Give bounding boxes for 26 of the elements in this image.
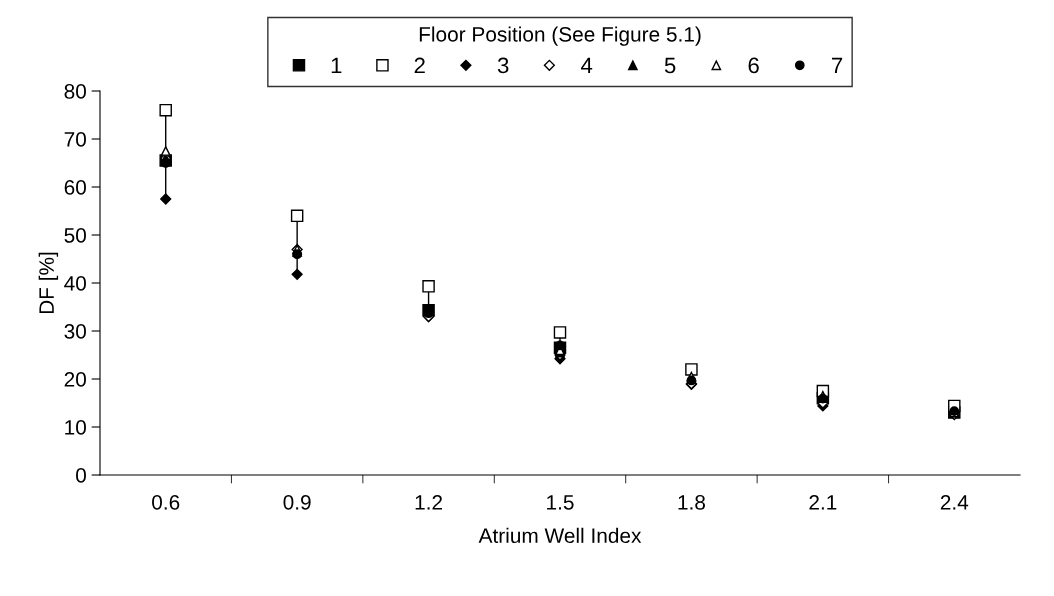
y-tick-label: 40 (64, 276, 86, 291)
x-tick-label: 0.6 (152, 494, 180, 510)
legend-label: 1 (331, 57, 342, 74)
x-tick-label: 1.2 (415, 494, 443, 510)
x-tick-label: 2.4 (940, 494, 969, 510)
y-tick-label: 50 (64, 228, 86, 243)
y-tick-label: 80 (64, 84, 86, 99)
y-tick-label: 20 (64, 372, 86, 387)
x-tick-label: 2.1 (809, 494, 837, 510)
x-tick-label: 1.5 (547, 495, 574, 510)
y-tick-label: 60 (64, 180, 86, 195)
x-tick-label: 1.8 (678, 494, 705, 510)
legend-label: 3 (497, 57, 509, 74)
legend-label: 2 (414, 57, 425, 74)
y-tick-label: 70 (64, 132, 86, 147)
y-tick-label: 10 (65, 420, 86, 435)
y-axis-title: DF [%] (38, 252, 59, 314)
y-tick-label: 30 (64, 324, 86, 339)
x-tick-label: 0.9 (283, 494, 311, 510)
legend-label: 6 (748, 57, 759, 74)
legend-title: Floor Position (See Figure 5.1) (419, 26, 701, 46)
legend-label: 5 (664, 57, 676, 74)
y-tick-label: 0 (76, 468, 86, 483)
legend-label: 4 (581, 57, 593, 74)
x-axis-title: Atrium Well Index (478, 527, 642, 544)
legend-label: 7 (832, 57, 843, 74)
